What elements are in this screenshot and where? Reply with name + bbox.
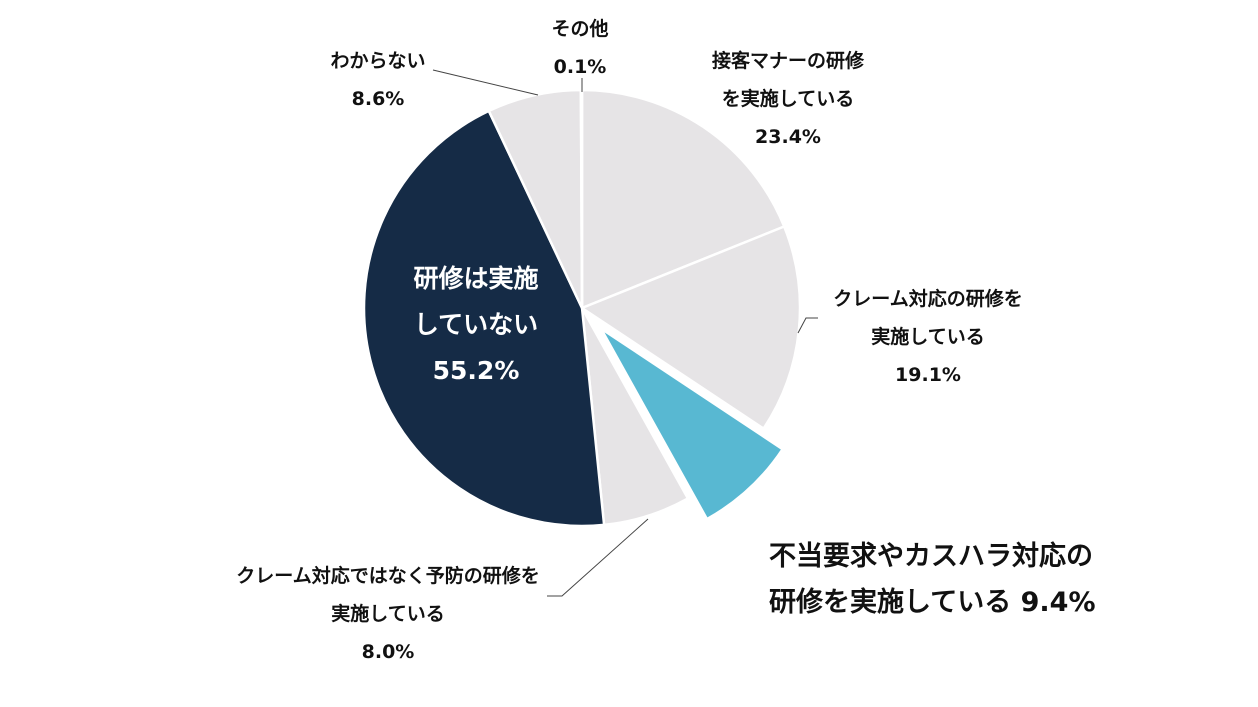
slice-label-unknown: わからない 8.6%: [330, 42, 425, 118]
slice-label-other: その他 0.1%: [551, 10, 608, 86]
slice-label-unknown-line1: わからない: [330, 50, 426, 72]
slice-label-none-line2: していない: [413, 310, 539, 339]
leader-lines: [432, 69, 818, 597]
slice-label-harassment-line2: 研修を実施している 9.4%: [769, 580, 1096, 626]
slice-value-complaint: 19.1%: [895, 364, 961, 386]
leader-line-prevention: [547, 518, 649, 597]
slice-label-prevention-line1: クレーム対応ではなく予防の研修を: [236, 565, 540, 587]
slice-label-none-line1: 研修は実施: [413, 264, 539, 293]
slice-label-complaint-line2: 実施している: [871, 326, 985, 348]
slice-label-manner-line2: を実施している: [721, 88, 855, 110]
leader-line-unknown: [432, 69, 539, 96]
slice-label-complaint: クレーム対応の研修を 実施している 19.1%: [833, 280, 1022, 394]
slice-label-harassment-line2-text: 研修を実施している: [769, 587, 1012, 618]
slice-label-other-line1: その他: [551, 18, 609, 40]
slice-value-harassment: 9.4%: [1020, 587, 1096, 618]
slice-value-prevention: 8.0%: [361, 641, 415, 663]
slice-value-other: 0.1%: [553, 56, 607, 78]
slice-label-harassment: 不当要求やカスハラ対応の 研修を実施している 9.4%: [769, 534, 1096, 626]
leader-line-complaint: [797, 317, 818, 334]
slice-value-manner: 23.4%: [755, 126, 821, 148]
pie-slices: [362, 88, 802, 528]
slice-label-none: 研修は実施 していない 55.2%: [413, 256, 538, 394]
slice-label-manner: 接客マナーの研修 を実施している 23.4%: [712, 42, 864, 156]
slice-label-manner-line1: 接客マナーの研修: [711, 50, 865, 72]
pie-slice-manner: [580, 88, 786, 310]
pie-slice-harassment: [599, 327, 784, 521]
pie-slice-none: [362, 109, 606, 528]
pie-slice-complaint: [580, 225, 802, 430]
slice-label-prevention-line2: 実施している: [331, 603, 445, 625]
slice-label-complaint-line1: クレーム対応の研修を: [833, 288, 1023, 310]
slice-value-unknown: 8.6%: [351, 88, 405, 110]
slice-label-prevention: クレーム対応ではなく予防の研修を 実施している 8.0%: [236, 557, 539, 671]
slice-value-none: 55.2%: [432, 356, 520, 385]
pie-slice-other: [579, 88, 584, 310]
slice-label-harassment-line1: 不当要求やカスハラ対応の: [769, 541, 1093, 572]
